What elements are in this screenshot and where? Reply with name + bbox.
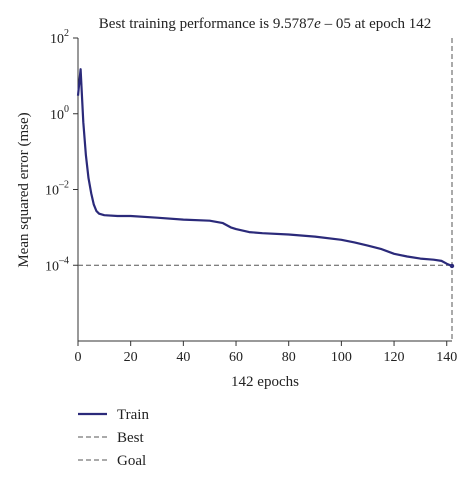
legend-label-goal: Goal xyxy=(117,453,146,469)
x-axis-label: 142 epochs xyxy=(231,374,299,390)
x-tick-label: 80 xyxy=(282,350,296,365)
x-tick-label: 120 xyxy=(384,350,405,365)
y-tick-label: 102 xyxy=(50,28,69,47)
legend-label-train: Train xyxy=(117,407,149,423)
y-tick-label: 100 xyxy=(50,104,69,123)
y-tick-label: 10–2 xyxy=(45,180,69,199)
chart-title: Best training performance is 9.5787e – 0… xyxy=(99,16,431,32)
x-tick-label: 0 xyxy=(75,350,82,365)
y-axis-label: Mean squared error (mse) xyxy=(16,112,32,267)
legend-label-best: Best xyxy=(117,430,145,446)
best-point-marker xyxy=(449,263,455,269)
y-tick-label: 10–4 xyxy=(45,255,69,274)
x-tick-label: 100 xyxy=(331,350,352,365)
train-series-line xyxy=(76,68,453,268)
x-tick-label: 140 xyxy=(436,350,457,365)
x-tick-label: 20 xyxy=(124,350,138,365)
x-tick-label: 60 xyxy=(229,350,243,365)
legend: Train Best Goal xyxy=(78,407,149,469)
x-tick-label: 40 xyxy=(176,350,190,365)
